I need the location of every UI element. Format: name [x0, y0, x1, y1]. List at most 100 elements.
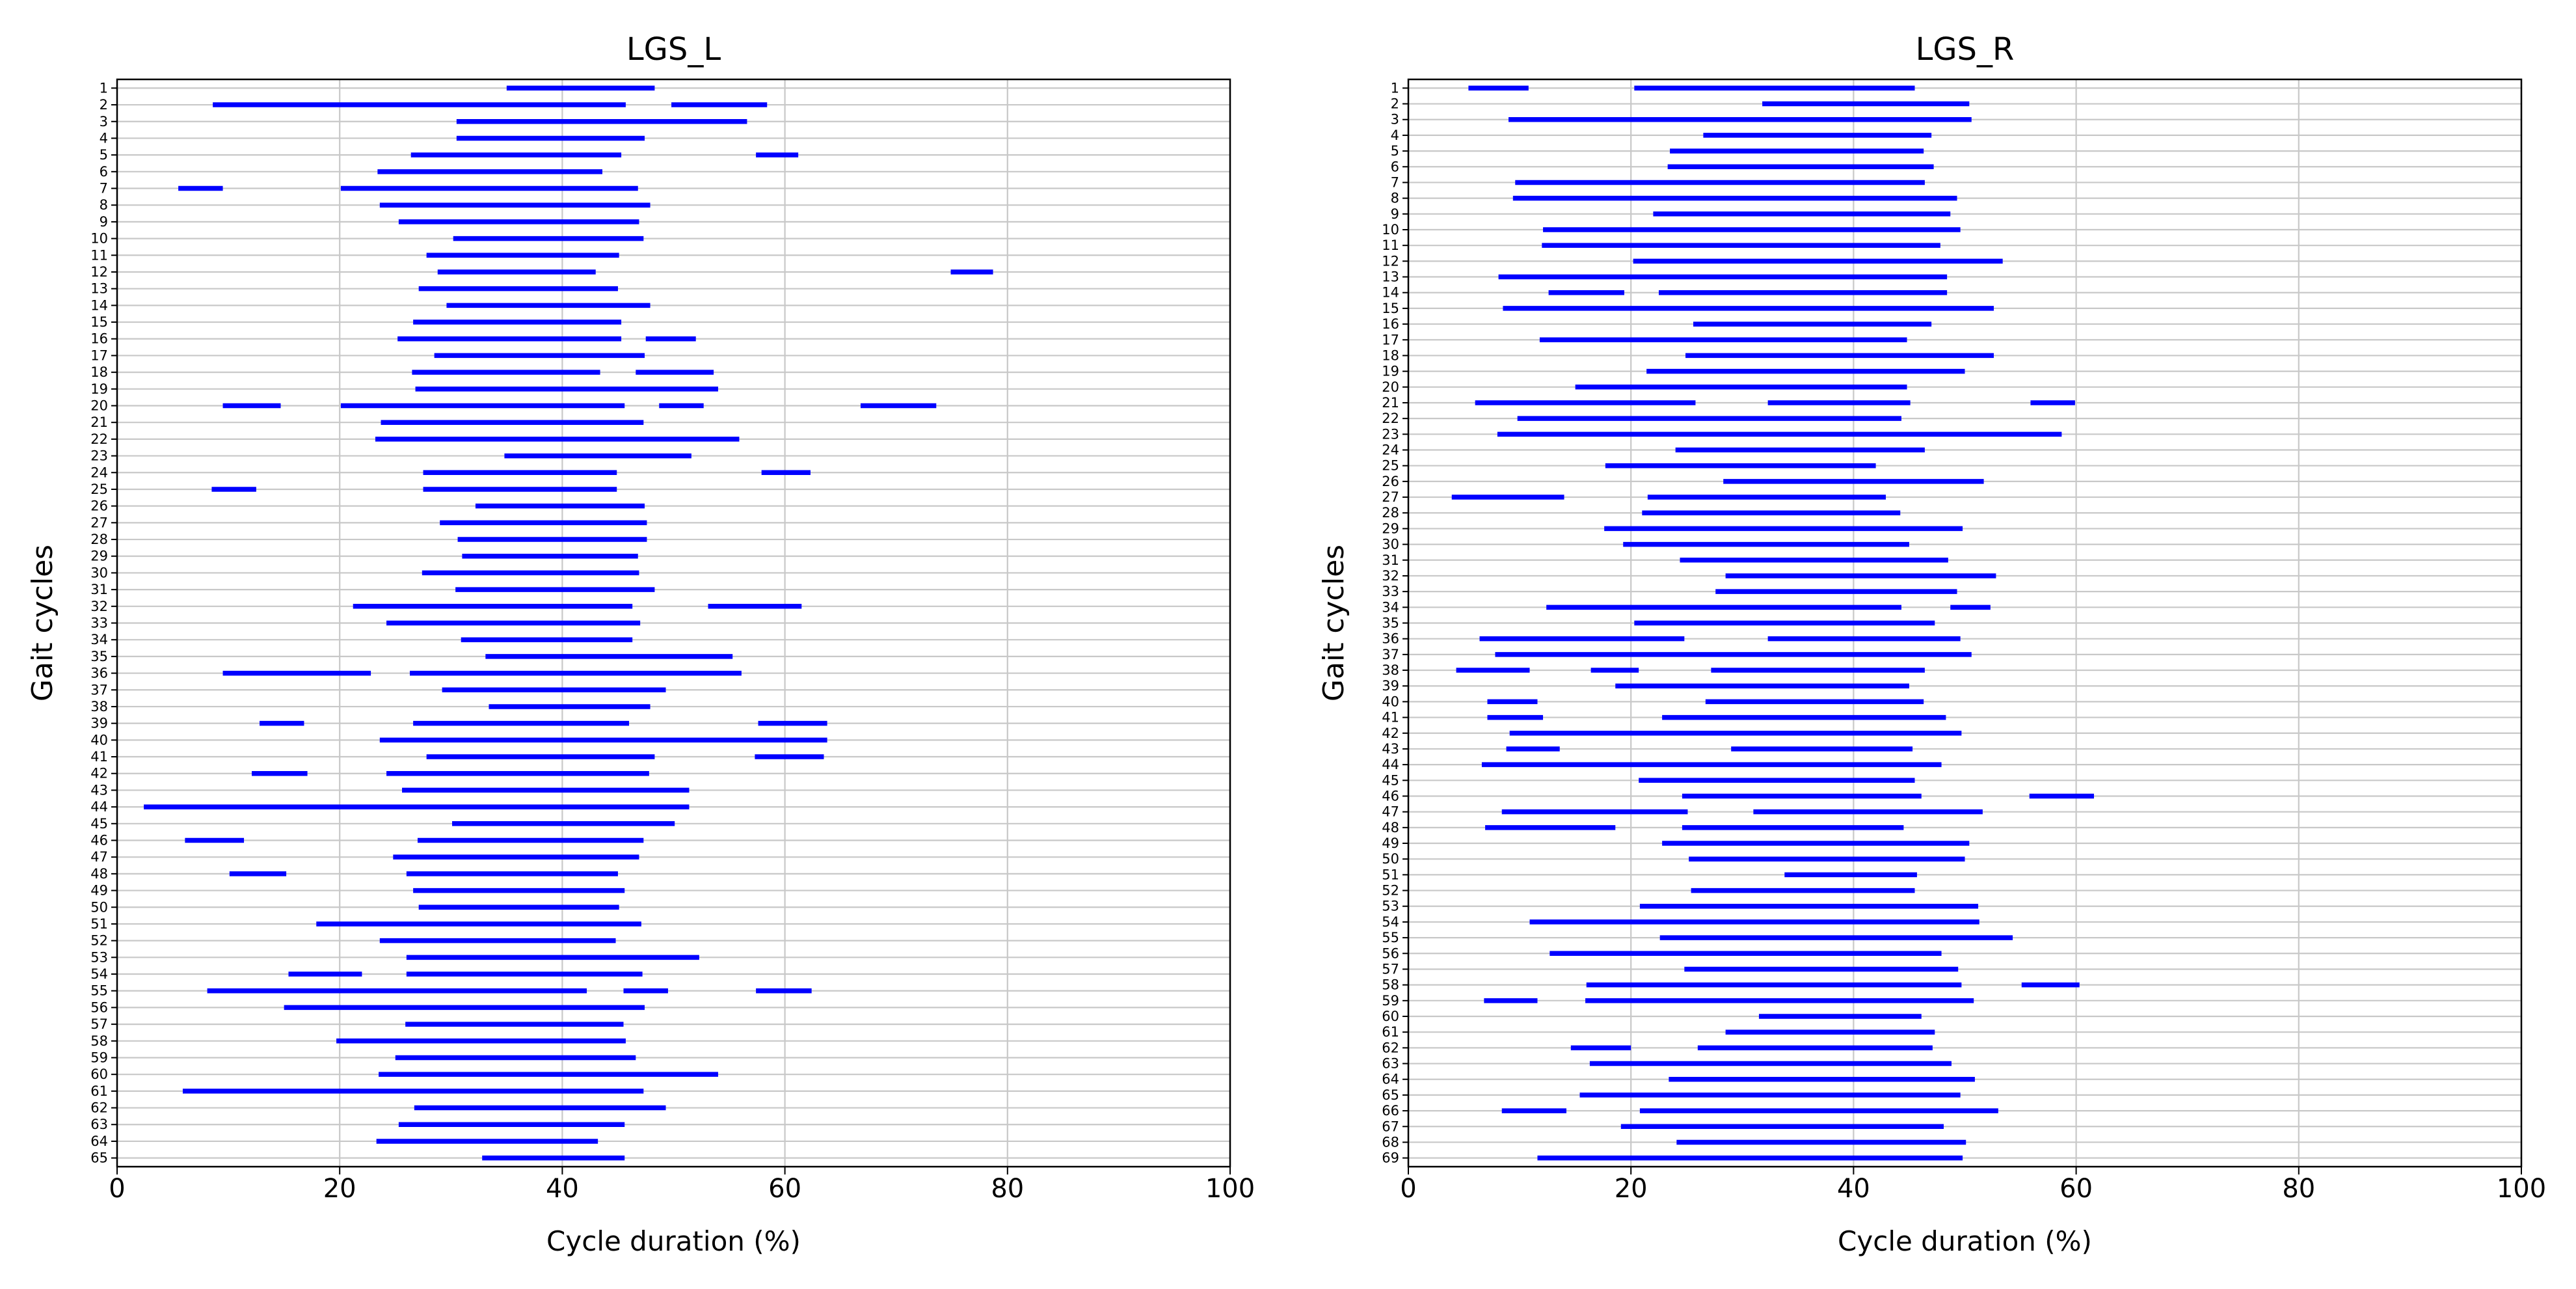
y-tick-label: 28: [1382, 505, 1399, 521]
y-tick-label: 42: [1382, 726, 1399, 741]
y-tick-label: 20: [90, 398, 108, 414]
y-tick-label: 64: [90, 1133, 108, 1149]
y-tick-label: 44: [1382, 757, 1399, 772]
y-tick-label: 51: [90, 916, 108, 932]
y-tick-label: 17: [90, 347, 108, 363]
y-axis-label: Gait cycles: [26, 545, 59, 701]
y-tick-label: 3: [1391, 112, 1399, 128]
y-tick-label: 41: [90, 749, 108, 765]
y-tick-label: 51: [1382, 867, 1399, 882]
y-tick-label: 65: [90, 1150, 108, 1166]
y-tick-label: 64: [1382, 1072, 1399, 1087]
y-tick-label: 57: [90, 1016, 108, 1032]
y-tick-label: 45: [90, 816, 108, 832]
y-tick-label: 12: [1382, 253, 1399, 269]
y-tick-label: 45: [1382, 772, 1399, 788]
y-tick-label: 63: [1382, 1056, 1399, 1072]
y-tick-label: 56: [90, 999, 108, 1015]
y-tick-label: 1: [1391, 80, 1399, 96]
y-tick-label: 19: [90, 381, 108, 397]
y-tick-label: 43: [90, 782, 108, 798]
y-tick-label: 1: [100, 80, 108, 96]
y-tick-label: 59: [1382, 993, 1399, 1009]
y-tick-label: 55: [90, 983, 108, 999]
y-tick-label: 17: [1382, 332, 1399, 347]
y-tick-label: 39: [90, 716, 108, 731]
y-tick-label: 38: [1382, 662, 1399, 678]
y-tick-label: 29: [1382, 521, 1399, 536]
y-tick-label: 14: [1382, 285, 1399, 301]
y-tick-label: 26: [1382, 474, 1399, 489]
y-tick-label: 32: [1382, 568, 1399, 584]
y-tick-label: 37: [1382, 647, 1399, 662]
y-tick-label: 50: [90, 899, 108, 915]
y-tick-label: 36: [1382, 631, 1399, 647]
x-tick-label: 60: [768, 1174, 801, 1204]
y-tick-label: 18: [1382, 347, 1399, 363]
y-tick-label: 48: [90, 866, 108, 882]
y-tick-label: 31: [1382, 552, 1399, 568]
y-tick-label: 22: [90, 431, 108, 447]
x-tick-label: 20: [323, 1174, 356, 1204]
y-tick-label: 60: [1382, 1009, 1399, 1024]
y-tick-label: 58: [1382, 977, 1399, 993]
y-tick-label: 30: [90, 565, 108, 580]
y-tick-label: 11: [1382, 237, 1399, 253]
y-tick-label: 4: [1391, 128, 1399, 143]
chart-panel-lgs-r: 1234567891011121314151617181920212223242…: [1317, 31, 2546, 1257]
x-tick-label: 100: [2497, 1174, 2546, 1204]
y-tick-label: 26: [90, 498, 108, 514]
y-tick-label: 44: [90, 799, 108, 815]
y-tick-label: 16: [1382, 316, 1399, 332]
y-tick-label: 62: [90, 1100, 108, 1116]
y-tick-label: 46: [1382, 788, 1399, 804]
y-tick-label: 61: [90, 1083, 108, 1099]
y-tick-label: 53: [90, 949, 108, 965]
y-tick-label: 6: [100, 164, 108, 180]
y-tick-label: 9: [1391, 206, 1399, 222]
y-tick-label: 24: [90, 465, 108, 480]
y-tick-label: 28: [90, 532, 108, 547]
y-tick-label: 50: [1382, 851, 1399, 867]
x-axis-label: Cycle duration (%): [546, 1225, 801, 1257]
chart-title: LGS_L: [626, 31, 721, 68]
y-tick-label: 10: [90, 231, 108, 247]
y-tick-label: 65: [1382, 1087, 1399, 1103]
y-tick-label: 33: [90, 616, 108, 631]
x-tick-label: 60: [2059, 1174, 2093, 1204]
y-tick-label: 63: [90, 1117, 108, 1132]
x-tick-label: 20: [1615, 1174, 1648, 1204]
y-tick-label: 46: [90, 832, 108, 848]
y-tick-label: 30: [1382, 537, 1399, 552]
chart-panel-lgs-l: 1234567891011121314151617181920212223242…: [26, 31, 1255, 1257]
y-tick-label: 61: [1382, 1024, 1399, 1040]
y-tick-label: 21: [1382, 395, 1399, 411]
y-tick-label: 39: [1382, 678, 1399, 694]
y-tick-label: 35: [90, 649, 108, 664]
y-tick-label: 47: [90, 849, 108, 865]
y-tick-label: 52: [90, 933, 108, 949]
y-tick-label: 49: [90, 883, 108, 899]
y-tick-label: 54: [1382, 914, 1399, 930]
y-tick-label: 13: [1382, 269, 1399, 285]
y-tick-label: 49: [1382, 835, 1399, 851]
y-tick-label: 42: [90, 766, 108, 781]
y-tick-label: 35: [1382, 616, 1399, 631]
y-tick-label: 40: [90, 732, 108, 748]
y-axis-label: Gait cycles: [1317, 545, 1350, 701]
y-tick-label: 5: [100, 147, 108, 163]
y-tick-label: 24: [1382, 442, 1399, 458]
y-tick-label: 16: [90, 331, 108, 347]
y-tick-label: 5: [1391, 143, 1399, 159]
y-tick-label: 25: [1382, 458, 1399, 474]
y-tick-label: 69: [1382, 1150, 1399, 1166]
y-tick-label: 55: [1382, 930, 1399, 945]
y-tick-label: 62: [1382, 1040, 1399, 1055]
y-tick-label: 56: [1382, 945, 1399, 961]
y-tick-label: 18: [90, 364, 108, 380]
y-tick-label: 43: [1382, 741, 1399, 757]
x-tick-label: 100: [1205, 1174, 1255, 1204]
y-tick-label: 27: [1382, 489, 1399, 505]
y-tick-label: 21: [90, 414, 108, 430]
